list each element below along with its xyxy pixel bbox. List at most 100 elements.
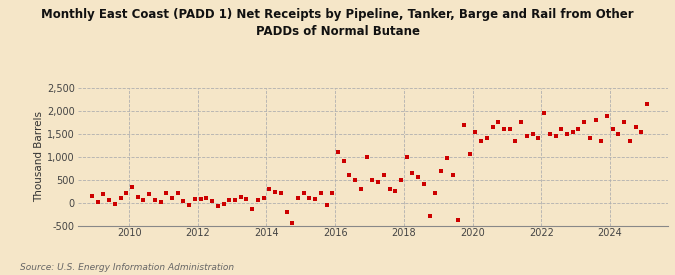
Point	[230, 198, 240, 202]
Point	[390, 189, 401, 193]
Point	[138, 198, 149, 202]
Point	[344, 173, 355, 177]
Point	[236, 195, 246, 199]
Point	[544, 132, 555, 136]
Point	[252, 198, 263, 202]
Point	[464, 152, 475, 157]
Point	[304, 196, 315, 200]
Point	[86, 194, 97, 198]
Point	[247, 207, 258, 212]
Point	[522, 134, 533, 138]
Point	[608, 127, 618, 131]
Point	[447, 173, 458, 177]
Point	[121, 191, 132, 196]
Point	[338, 159, 349, 164]
Point	[98, 192, 109, 197]
Point	[270, 190, 281, 194]
Point	[504, 127, 515, 131]
Point	[510, 139, 521, 143]
Point	[493, 120, 504, 125]
Text: Monthly East Coast (PADD 1) Net Receipts by Pipeline, Tanker, Barge and Rail fro: Monthly East Coast (PADD 1) Net Receipts…	[41, 8, 634, 38]
Point	[487, 125, 498, 129]
Point	[601, 113, 612, 118]
Point	[259, 196, 269, 200]
Point	[567, 129, 578, 134]
Point	[213, 204, 223, 208]
Point	[481, 136, 492, 141]
Point	[435, 168, 446, 173]
Point	[636, 129, 647, 134]
Point	[619, 120, 630, 125]
Point	[195, 197, 206, 201]
Point	[161, 191, 171, 196]
Point	[624, 139, 635, 143]
Point	[264, 187, 275, 191]
Point	[476, 139, 487, 143]
Point	[556, 127, 566, 131]
Point	[292, 196, 303, 200]
Point	[218, 202, 229, 206]
Point	[527, 132, 538, 136]
Point	[321, 203, 332, 207]
Point	[241, 197, 252, 201]
Point	[596, 139, 607, 143]
Point	[167, 196, 178, 200]
Point	[275, 191, 286, 196]
Point	[499, 127, 510, 131]
Point	[281, 210, 292, 214]
Point	[127, 184, 138, 189]
Point	[224, 198, 235, 202]
Point	[190, 197, 200, 201]
Point	[396, 177, 406, 182]
Point	[613, 132, 624, 136]
Point	[149, 198, 160, 202]
Point	[144, 192, 155, 197]
Point	[379, 173, 389, 177]
Point	[361, 155, 372, 159]
Point	[550, 134, 561, 138]
Point	[356, 187, 367, 191]
Point	[367, 177, 378, 182]
Point	[630, 125, 641, 129]
Point	[412, 175, 423, 180]
Point	[333, 150, 344, 154]
Point	[327, 191, 338, 196]
Point	[178, 199, 189, 204]
Point	[590, 118, 601, 122]
Point	[373, 180, 383, 184]
Point	[573, 127, 584, 131]
Point	[430, 191, 441, 196]
Point	[132, 195, 143, 199]
Point	[109, 202, 120, 206]
Point	[441, 155, 452, 160]
Point	[539, 111, 549, 116]
Point	[104, 198, 115, 202]
Point	[184, 203, 194, 207]
Point	[562, 132, 572, 136]
Point	[453, 218, 464, 222]
Point	[115, 196, 126, 200]
Point	[155, 200, 166, 204]
Point	[207, 199, 217, 204]
Point	[350, 177, 360, 182]
Point	[585, 136, 595, 141]
Point	[418, 182, 429, 186]
Point	[172, 191, 183, 196]
Point	[424, 214, 435, 219]
Point	[533, 136, 544, 141]
Point	[578, 120, 589, 125]
Point	[92, 199, 103, 204]
Point	[470, 129, 481, 134]
Point	[201, 196, 212, 200]
Point	[642, 102, 653, 106]
Point	[516, 120, 526, 125]
Point	[384, 187, 395, 191]
Text: Source: U.S. Energy Information Administration: Source: U.S. Energy Information Administ…	[20, 263, 234, 272]
Point	[310, 197, 321, 201]
Point	[287, 221, 298, 226]
Point	[402, 155, 412, 159]
Point	[315, 191, 326, 196]
Point	[407, 170, 418, 175]
Y-axis label: Thousand Barrels: Thousand Barrels	[34, 111, 44, 202]
Point	[458, 122, 469, 127]
